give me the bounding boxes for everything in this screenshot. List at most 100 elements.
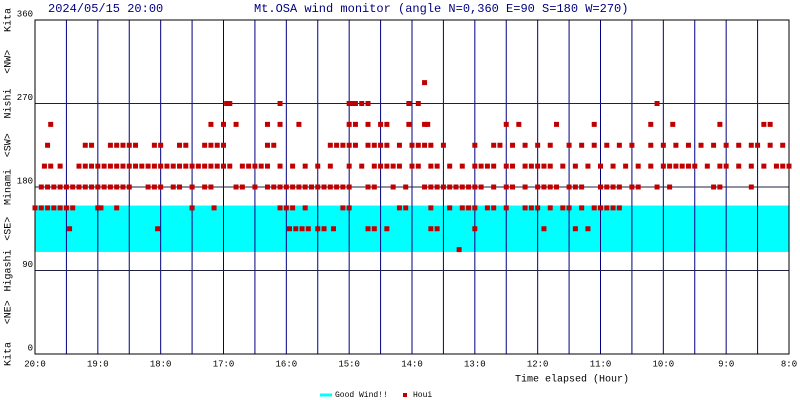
wind-point <box>560 163 566 169</box>
wind-point <box>296 121 302 127</box>
wind-point <box>528 163 534 169</box>
wind-point <box>346 205 352 211</box>
wind-point <box>478 163 484 169</box>
wind-point <box>101 184 107 190</box>
wind-point <box>554 184 560 190</box>
wind-point <box>572 163 578 169</box>
wind-point <box>422 184 428 190</box>
wind-point <box>459 184 465 190</box>
wind-point <box>598 205 603 211</box>
wind-point <box>428 226 434 232</box>
wind-point <box>547 142 553 148</box>
wind-point <box>346 121 352 127</box>
wind-point <box>711 142 717 148</box>
wind-point <box>177 163 183 169</box>
wind-point <box>277 121 283 127</box>
wind-point <box>98 205 104 211</box>
wind-point <box>340 205 346 211</box>
wind-point <box>415 142 421 148</box>
wind-point <box>70 205 76 211</box>
wind-point <box>277 101 283 106</box>
wind-point <box>264 142 270 148</box>
wind-point <box>139 163 145 169</box>
wind-point <box>286 226 292 232</box>
wind-point <box>685 142 691 148</box>
wind-point <box>183 142 189 148</box>
wind-point <box>63 184 69 190</box>
wind-point <box>334 142 340 148</box>
compass-label: Nishi <box>3 88 15 118</box>
wind-point <box>390 184 396 190</box>
wind-point <box>522 163 528 169</box>
wind-point <box>541 163 547 169</box>
wind-point <box>340 184 346 190</box>
wind-point <box>554 121 560 127</box>
wind-point <box>396 142 402 148</box>
wind-point <box>773 163 779 169</box>
wind-point <box>434 184 440 190</box>
wind-point <box>239 184 245 190</box>
wind-point <box>434 226 440 232</box>
date-time: 2024/05/15 20:00 <box>48 2 163 16</box>
wind-point <box>89 163 95 169</box>
wind-point <box>120 163 126 169</box>
wind-point <box>208 184 214 190</box>
wind-point <box>547 184 553 190</box>
wind-point <box>45 184 51 190</box>
wind-point <box>183 163 189 169</box>
wind-point <box>346 101 352 106</box>
wind-point <box>365 184 371 190</box>
wind-point <box>365 226 371 232</box>
x-tick-label: 14:0 <box>401 359 423 369</box>
wind-point <box>76 184 82 190</box>
wind-point <box>491 205 497 211</box>
wind-point <box>591 205 597 211</box>
wind-point <box>359 101 365 106</box>
wind-point <box>82 184 88 190</box>
wind-point <box>547 205 553 211</box>
wind-point <box>330 226 336 232</box>
x-tick-label: 16:0 <box>276 359 298 369</box>
wind-point <box>315 184 321 190</box>
wind-point <box>579 142 585 148</box>
wind-point <box>346 142 352 148</box>
wind-point <box>415 101 421 106</box>
wind-point <box>258 163 264 169</box>
wind-point <box>629 142 635 148</box>
wind-point <box>208 142 214 148</box>
y-tick-label: 90 <box>22 260 33 270</box>
wind-point <box>233 184 239 190</box>
wind-point <box>189 184 195 190</box>
wind-point <box>425 121 431 127</box>
wind-point <box>510 184 516 190</box>
wind-point <box>371 142 377 148</box>
wind-point <box>604 205 610 211</box>
x-tick-label: 17:0 <box>213 359 235 369</box>
wind-point <box>378 163 384 169</box>
wind-point <box>648 163 654 169</box>
compass-label: <NW> <box>4 50 15 74</box>
wind-point <box>384 163 390 169</box>
wind-point <box>114 205 120 211</box>
wind-point <box>503 163 509 169</box>
wind-point <box>422 142 428 148</box>
wind-point <box>321 226 327 232</box>
wind-point <box>422 121 428 127</box>
wind-point <box>296 184 302 190</box>
wind-point <box>195 163 201 169</box>
wind-point <box>440 184 446 190</box>
wind-point <box>780 163 786 169</box>
wind-point <box>422 80 428 86</box>
wind-point <box>598 163 603 169</box>
wind-point <box>472 163 478 169</box>
wind-point <box>378 121 384 127</box>
wind-point <box>151 163 157 169</box>
wind-point <box>114 142 120 148</box>
wind-point <box>447 163 453 169</box>
wind-point <box>591 142 597 148</box>
y-tick-label: 270 <box>17 93 33 103</box>
wind-point <box>472 184 478 190</box>
wind-point <box>352 101 358 106</box>
wind-point <box>579 205 585 211</box>
